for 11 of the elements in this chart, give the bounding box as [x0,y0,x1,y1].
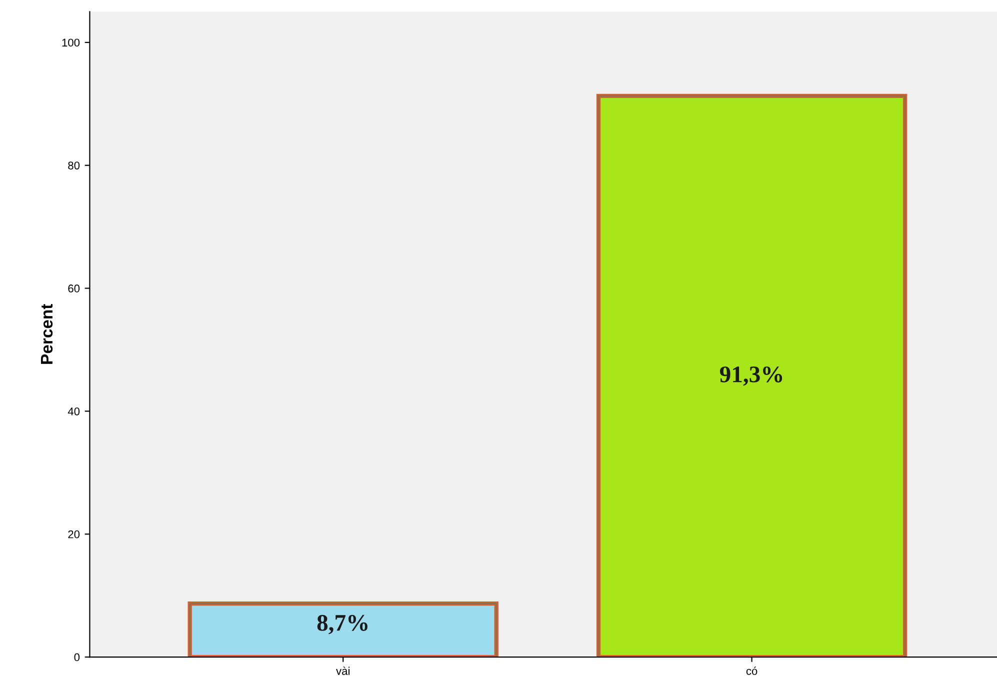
y-tick-label: 20 [68,530,80,538]
y-tick-label: 80 [68,162,80,170]
y-tick-label: 0 [74,653,80,662]
data-label: 91,3% [720,366,782,386]
y-tick-label: 100 [62,38,80,47]
y-tick-label: 60 [68,284,80,292]
x-tick-label: vài [336,666,350,675]
y-tick-label: 40 [68,407,80,416]
y-axis-title: Percent [40,304,53,364]
x-tick-label: có [746,666,758,675]
data-label: 8,7% [317,614,368,634]
